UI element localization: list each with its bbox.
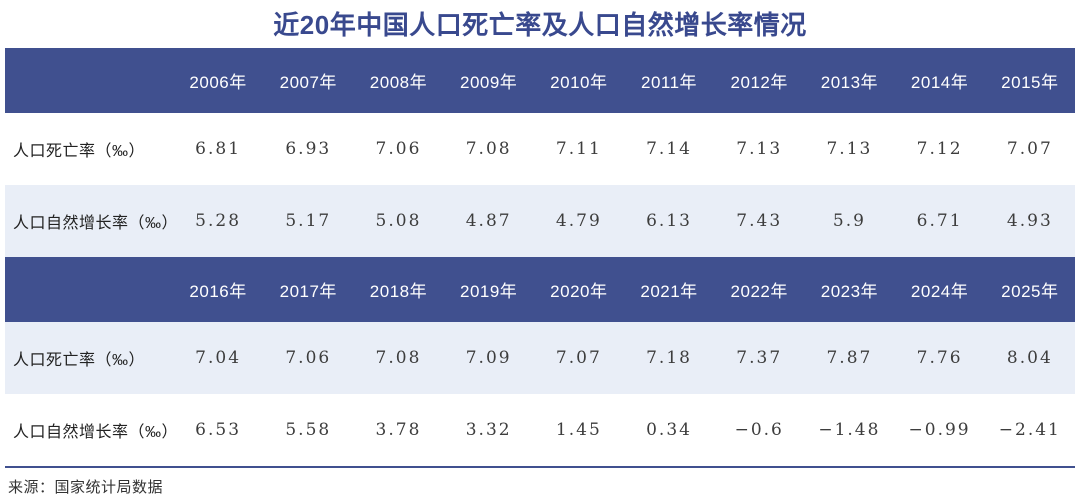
value-cell: 7.14 [623, 113, 715, 185]
year-header-cell: 2010年 [533, 48, 624, 113]
source-note: 来源：国家统计局数据 [8, 479, 164, 496]
value-cell: 7.07 [984, 113, 1075, 185]
value-cell: 1.45 [533, 394, 624, 466]
value-cell: 3.78 [353, 394, 444, 466]
table-row: 人口自然增长率（‰） 5.28 5.17 5.08 4.87 4.79 6.13 7.43 5.… [5, 185, 1075, 257]
value-cell: 6.71 [894, 185, 985, 257]
value-cell: 7.08 [353, 322, 444, 394]
year-header-row: 2016年 2017年 2018年 2019年 2020年 2021年 2022年 2023年… [5, 257, 1075, 322]
population-table-1: 2006年 2007年 2008年 2009年 2010年 2011年 2012年 2013年… [5, 48, 1075, 257]
value-cell: 6.93 [263, 113, 354, 185]
year-header-cell: 2024年 [894, 257, 985, 322]
year-header-cell: 2011年 [623, 48, 715, 113]
value-cell: 6.81 [173, 113, 264, 185]
value-cell: 7.87 [804, 322, 895, 394]
value-cell: −0.99 [894, 394, 985, 466]
year-header-cell: 2008年 [353, 48, 444, 113]
year-header-cell: 2017年 [263, 257, 354, 322]
value-cell: 5.08 [353, 185, 444, 257]
row-label: 人口自然增长率（‰） [5, 394, 178, 466]
year-header-cell: 2023年 [804, 257, 895, 322]
population-tables: 2006年 2007年 2008年 2009年 2010年 2011年 2012年 2013年… [5, 48, 1075, 468]
table-row: 人口自然增长率（‰） 6.53 5.58 3.78 3.32 1.45 0.34 −0.6 −1… [5, 394, 1075, 466]
header-blank-cell [5, 48, 173, 113]
value-cell: 7.43 [714, 185, 805, 257]
value-cell: 7.37 [714, 322, 805, 394]
value-cell: 0.34 [623, 394, 715, 466]
value-cell: −2.41 [984, 394, 1075, 466]
value-cell: 6.13 [623, 185, 715, 257]
value-cell: 7.13 [804, 113, 895, 185]
year-header-row: 2006年 2007年 2008年 2009年 2010年 2011年 2012年 2013年… [5, 48, 1075, 113]
value-cell: 7.04 [173, 322, 264, 394]
year-header-cell: 2022年 [714, 257, 805, 322]
value-cell: −0.6 [714, 394, 805, 466]
value-cell: −1.48 [804, 394, 895, 466]
value-cell: 6.53 [173, 394, 264, 466]
value-cell: 7.11 [533, 113, 624, 185]
value-cell: 7.09 [443, 322, 534, 394]
year-header-cell: 2009年 [443, 48, 534, 113]
year-header-cell: 2020年 [533, 257, 624, 322]
year-header-cell: 2012年 [714, 48, 805, 113]
value-cell: 5.17 [263, 185, 354, 257]
page-title: 近20年中国人口死亡率及人口自然增长率情况 [273, 10, 807, 40]
year-header-cell: 2019年 [443, 257, 534, 322]
value-cell: 7.13 [714, 113, 805, 185]
year-header-cell: 2025年 [984, 257, 1075, 322]
infographic-page: 近20年中国人口死亡率及人口自然增长率情况 2006年 2007年 2008年 200… [0, 8, 1080, 500]
value-cell: 7.08 [443, 113, 534, 185]
value-cell: 7.12 [894, 113, 985, 185]
year-header-cell: 2021年 [623, 257, 715, 322]
value-cell: 5.28 [173, 185, 264, 257]
value-cell: 8.04 [984, 322, 1075, 394]
value-cell: 4.87 [443, 185, 534, 257]
year-header-cell: 2006年 [173, 48, 264, 113]
year-header-cell: 2013年 [804, 48, 895, 113]
year-header-cell: 2007年 [263, 48, 354, 113]
value-cell: 4.79 [533, 185, 624, 257]
row-label: 人口自然增长率（‰） [5, 185, 178, 257]
value-cell: 7.06 [353, 113, 444, 185]
year-header-cell: 2016年 [173, 257, 264, 322]
value-cell: 5.9 [804, 185, 895, 257]
value-cell: 7.06 [263, 322, 354, 394]
year-header-cell: 2014年 [894, 48, 985, 113]
value-cell: 3.32 [443, 394, 534, 466]
year-header-cell: 2018年 [353, 257, 444, 322]
row-label: 人口死亡率（‰） [5, 322, 173, 394]
table-row: 人口死亡率（‰） 6.81 6.93 7.06 7.08 7.11 7.14 7.13 7.13… [5, 113, 1075, 185]
header-blank-cell [5, 257, 173, 322]
population-table-2: 2016年 2017年 2018年 2019年 2020年 2021年 2022年 2023年… [5, 257, 1075, 466]
value-cell: 7.76 [894, 322, 985, 394]
value-cell: 7.07 [533, 322, 624, 394]
row-label: 人口死亡率（‰） [5, 113, 173, 185]
year-header-cell: 2015年 [984, 48, 1075, 113]
value-cell: 4.93 [984, 185, 1075, 257]
value-cell: 5.58 [263, 394, 354, 466]
value-cell: 7.18 [623, 322, 715, 394]
table-row: 人口死亡率（‰） 7.04 7.06 7.08 7.09 7.07 7.18 7.37 7.87… [5, 322, 1075, 394]
